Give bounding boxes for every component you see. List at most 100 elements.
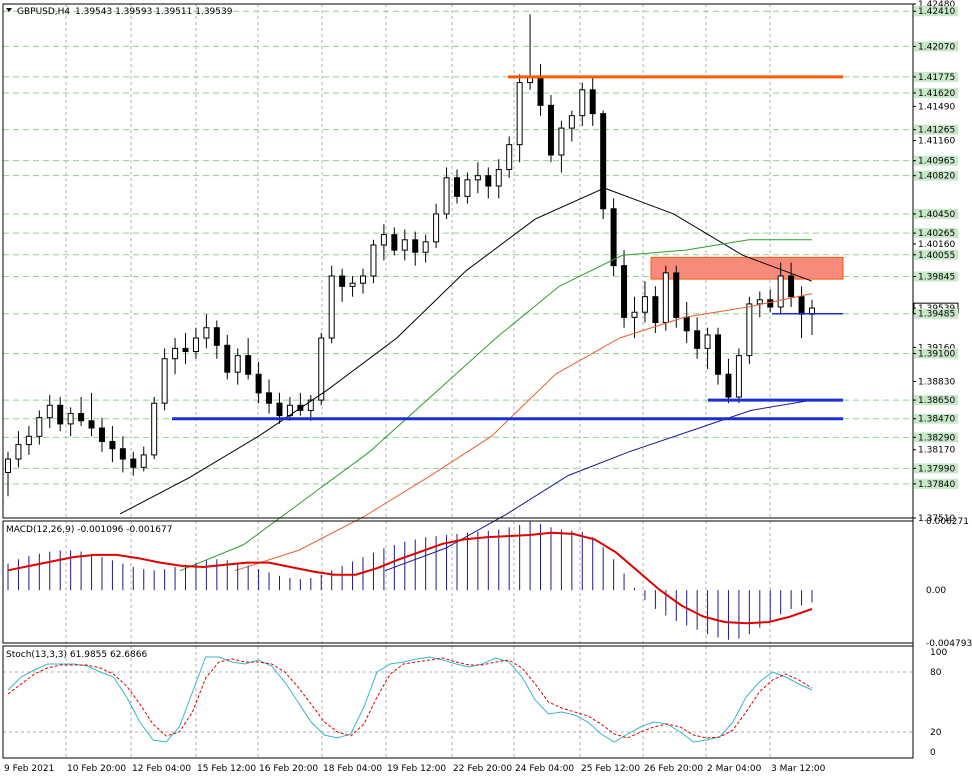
candle-body: [777, 275, 784, 308]
macd-signal-line: [7, 531, 813, 625]
y-tick-label: 1.37840: [918, 480, 955, 490]
price-tag-bg: [914, 71, 958, 82]
candle-body: [464, 179, 471, 197]
candle-body: [683, 316, 690, 332]
price-tag-bg: [914, 478, 958, 489]
price-tag-bg: [914, 249, 958, 260]
macd-pane[interactable]: MACD(12,26,9) -0.001096 -0.001677: [6, 521, 813, 640]
price-tag-bg: [914, 228, 958, 239]
x-tick-label: 9 Feb 2021: [4, 764, 54, 774]
supply-zone: [650, 256, 844, 280]
x-tick-label: 19 Feb 12:00: [387, 764, 446, 774]
y-tick-label: 1.41490: [918, 102, 955, 112]
candle-body: [88, 420, 95, 429]
candle-body: [182, 347, 189, 352]
price-tag-bg: [914, 395, 958, 406]
y-tick-label: 1.40450: [918, 210, 955, 220]
candle-body: [798, 296, 805, 315]
candle-body: [245, 355, 252, 375]
candle-body: [589, 89, 596, 115]
candle-body: [46, 404, 53, 419]
stoch-y-tick: 0: [930, 748, 936, 758]
candle-body: [151, 402, 158, 456]
stochastic-pane[interactable]: Stoch(13,3,3) 61.9855 62.6866: [3, 650, 913, 743]
candle-body: [506, 144, 513, 170]
candle-body: [474, 175, 481, 181]
macd-pane-frame: [2, 520, 914, 644]
price-tag-bg: [914, 208, 958, 219]
y-tick-label: 1.38170: [918, 446, 955, 456]
y-tick-label: 1.41775: [918, 73, 955, 83]
candle-body: [485, 175, 492, 187]
candle-body: [349, 282, 356, 287]
stoch-y-tick: 20: [930, 728, 942, 738]
candle-body: [380, 234, 387, 246]
candle-body: [662, 272, 669, 324]
candle-body: [568, 115, 575, 129]
x-tick-label: 10 Feb 20:00: [67, 764, 126, 774]
x-tick-label: 18 Feb 04:00: [323, 764, 382, 774]
stoch-title: Stoch(13,3,3) 61.9855 62.6866: [6, 650, 147, 660]
x-tick-label: 26 Feb 20:00: [644, 764, 703, 774]
candle-body: [119, 448, 126, 460]
price-pane[interactable]: [2, 4, 913, 758]
y-tick-label: 1.38830: [918, 377, 955, 387]
candle-body: [788, 275, 795, 298]
macd-y-tick: -0.004793: [926, 639, 972, 649]
candle-body: [673, 272, 680, 318]
candle-body: [57, 404, 64, 425]
candle-body: [610, 208, 617, 267]
y-tick-label: 1.42480: [918, 0, 955, 10]
price-tag-bg: [914, 41, 958, 52]
candle-body: [453, 177, 460, 197]
chart-header: GBPUSD,H4 1.39543 1.39593 1.39511 1.3953…: [6, 7, 233, 17]
candle-body: [704, 334, 711, 349]
candle-body: [715, 334, 722, 375]
stoch-signal-line: [7, 657, 813, 739]
y-tick-label: 1.40265: [918, 229, 955, 239]
x-tick-label: 16 Feb 20:00: [259, 764, 318, 774]
candle-body: [318, 337, 325, 401]
y-tick-label: 1.39160: [918, 343, 955, 353]
price-tag-bg: [914, 170, 958, 181]
candle-body: [307, 399, 314, 411]
candle-body: [25, 435, 32, 446]
x-tick-label: 25 Feb 12:00: [581, 764, 640, 774]
candle-body: [547, 104, 554, 156]
candle-body: [130, 458, 137, 468]
candle-body: [276, 402, 283, 417]
x-tick-label: 3 Mar 12:00: [771, 764, 826, 774]
price-tag-bg: [914, 124, 958, 135]
y-tick-label: 1.40055: [918, 251, 955, 261]
candle-body: [641, 296, 648, 313]
x-tick-label: 22 Feb 20:00: [453, 764, 512, 774]
candle-body: [735, 355, 742, 398]
macd-y-tick: 0.00: [926, 586, 946, 596]
candle-body: [15, 444, 22, 460]
candle-body: [767, 299, 774, 308]
y-tick-label: 1.41620: [918, 89, 955, 99]
y-tick-label: 1.37990: [918, 464, 955, 474]
y-tick-label: 1.39100: [918, 350, 955, 360]
candle-body: [98, 427, 105, 442]
candle-body: [495, 168, 502, 187]
candle-body: [172, 347, 179, 360]
stoch-main-line: [7, 656, 813, 743]
price-tag-bg: [914, 6, 958, 17]
candle-body: [224, 344, 231, 373]
price-tag-bg: [914, 155, 958, 166]
stoch-y-tick: 100: [930, 648, 947, 658]
symbol-label: GBPUSD,H4: [17, 7, 70, 17]
candle-body: [537, 75, 544, 106]
y-tick-label: 1.41265: [918, 126, 955, 136]
stoch-y-tick: 80: [930, 668, 942, 678]
candle-body: [67, 413, 74, 425]
y-tick-label: 1.41160: [918, 137, 955, 147]
candle-body: [725, 373, 732, 398]
moving-average-line: [119, 187, 813, 515]
y-tick-label: 1.38290: [918, 433, 955, 443]
triangle-down-icon[interactable]: [6, 8, 12, 12]
y-tick-label: 1.40965: [918, 157, 955, 167]
macd-title: MACD(12,26,9) -0.001096 -0.001677: [6, 525, 172, 535]
